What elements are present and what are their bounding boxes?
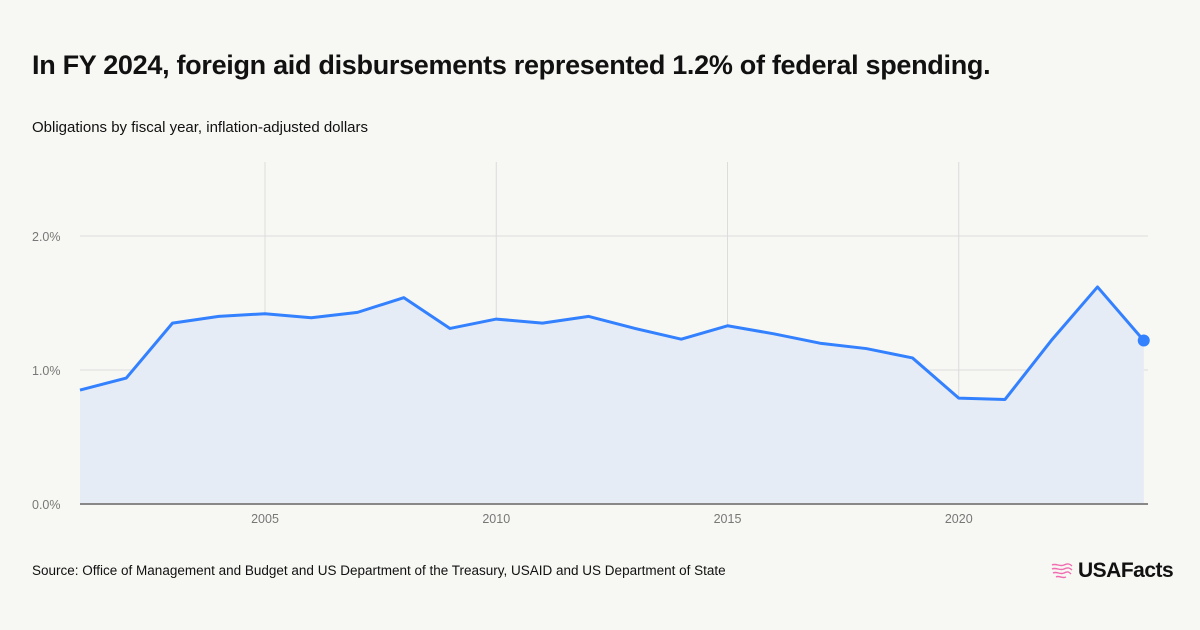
x-tick-label: 2005	[251, 512, 279, 526]
y-tick-label: 2.0%	[32, 230, 61, 244]
us-flag-map-icon	[1051, 563, 1073, 579]
source-note: Source: Office of Management and Budget …	[32, 563, 726, 578]
x-tick-label: 2010	[482, 512, 510, 526]
usafacts-logo[interactable]: USAFacts	[1050, 559, 1174, 583]
series-line	[79, 285, 1145, 401]
x-tick-label: 2020	[945, 512, 973, 526]
x-tick-label: 2015	[714, 512, 742, 526]
chart-subtitle: Obligations by fiscal year, inflation-ad…	[32, 119, 369, 136]
y-tick-label: 1.0%	[32, 364, 61, 378]
area-fill	[80, 286, 1144, 504]
last-data-point	[1137, 334, 1150, 347]
logo-text: USAFacts	[1078, 559, 1174, 582]
y-tick-label: 0.0%	[32, 498, 61, 512]
chart-title: In FY 2024, foreign aid disbursements re…	[32, 50, 991, 80]
